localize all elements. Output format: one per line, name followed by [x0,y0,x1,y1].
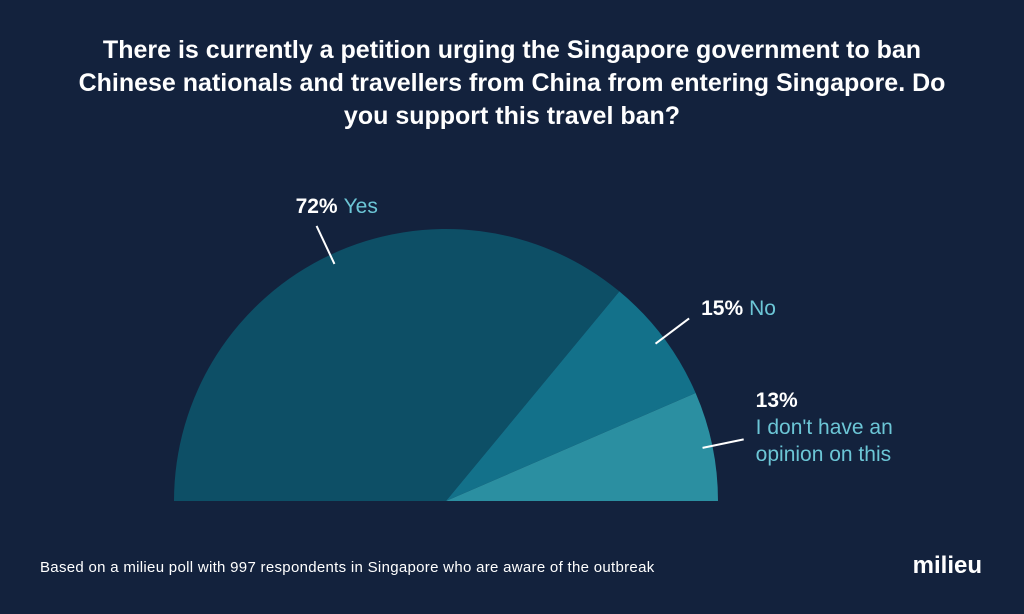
chart-title: There is currently a petition urging the… [78,36,946,130]
slice-label: 72% Yes [296,193,378,220]
value-label: 15% [701,296,744,320]
leader-line [702,438,744,449]
value-label: 72% [295,194,338,218]
value-label: 13% [755,388,798,412]
category-label: Yes [343,194,378,218]
leader-line [654,317,690,345]
category-label: I don't have an opinion on this [755,415,893,466]
pie-slice [174,229,620,501]
slice-label: 13% I don't have an opinion on this [756,387,926,468]
leader-line [315,225,336,265]
category-label: No [749,296,776,320]
brand-logo: milieu [912,552,982,579]
slice-label: 15% No [701,295,776,322]
footnote: Based on a milieu poll with 997 responde… [40,559,655,576]
pie-slice [446,392,718,501]
pie-slice [446,291,696,501]
